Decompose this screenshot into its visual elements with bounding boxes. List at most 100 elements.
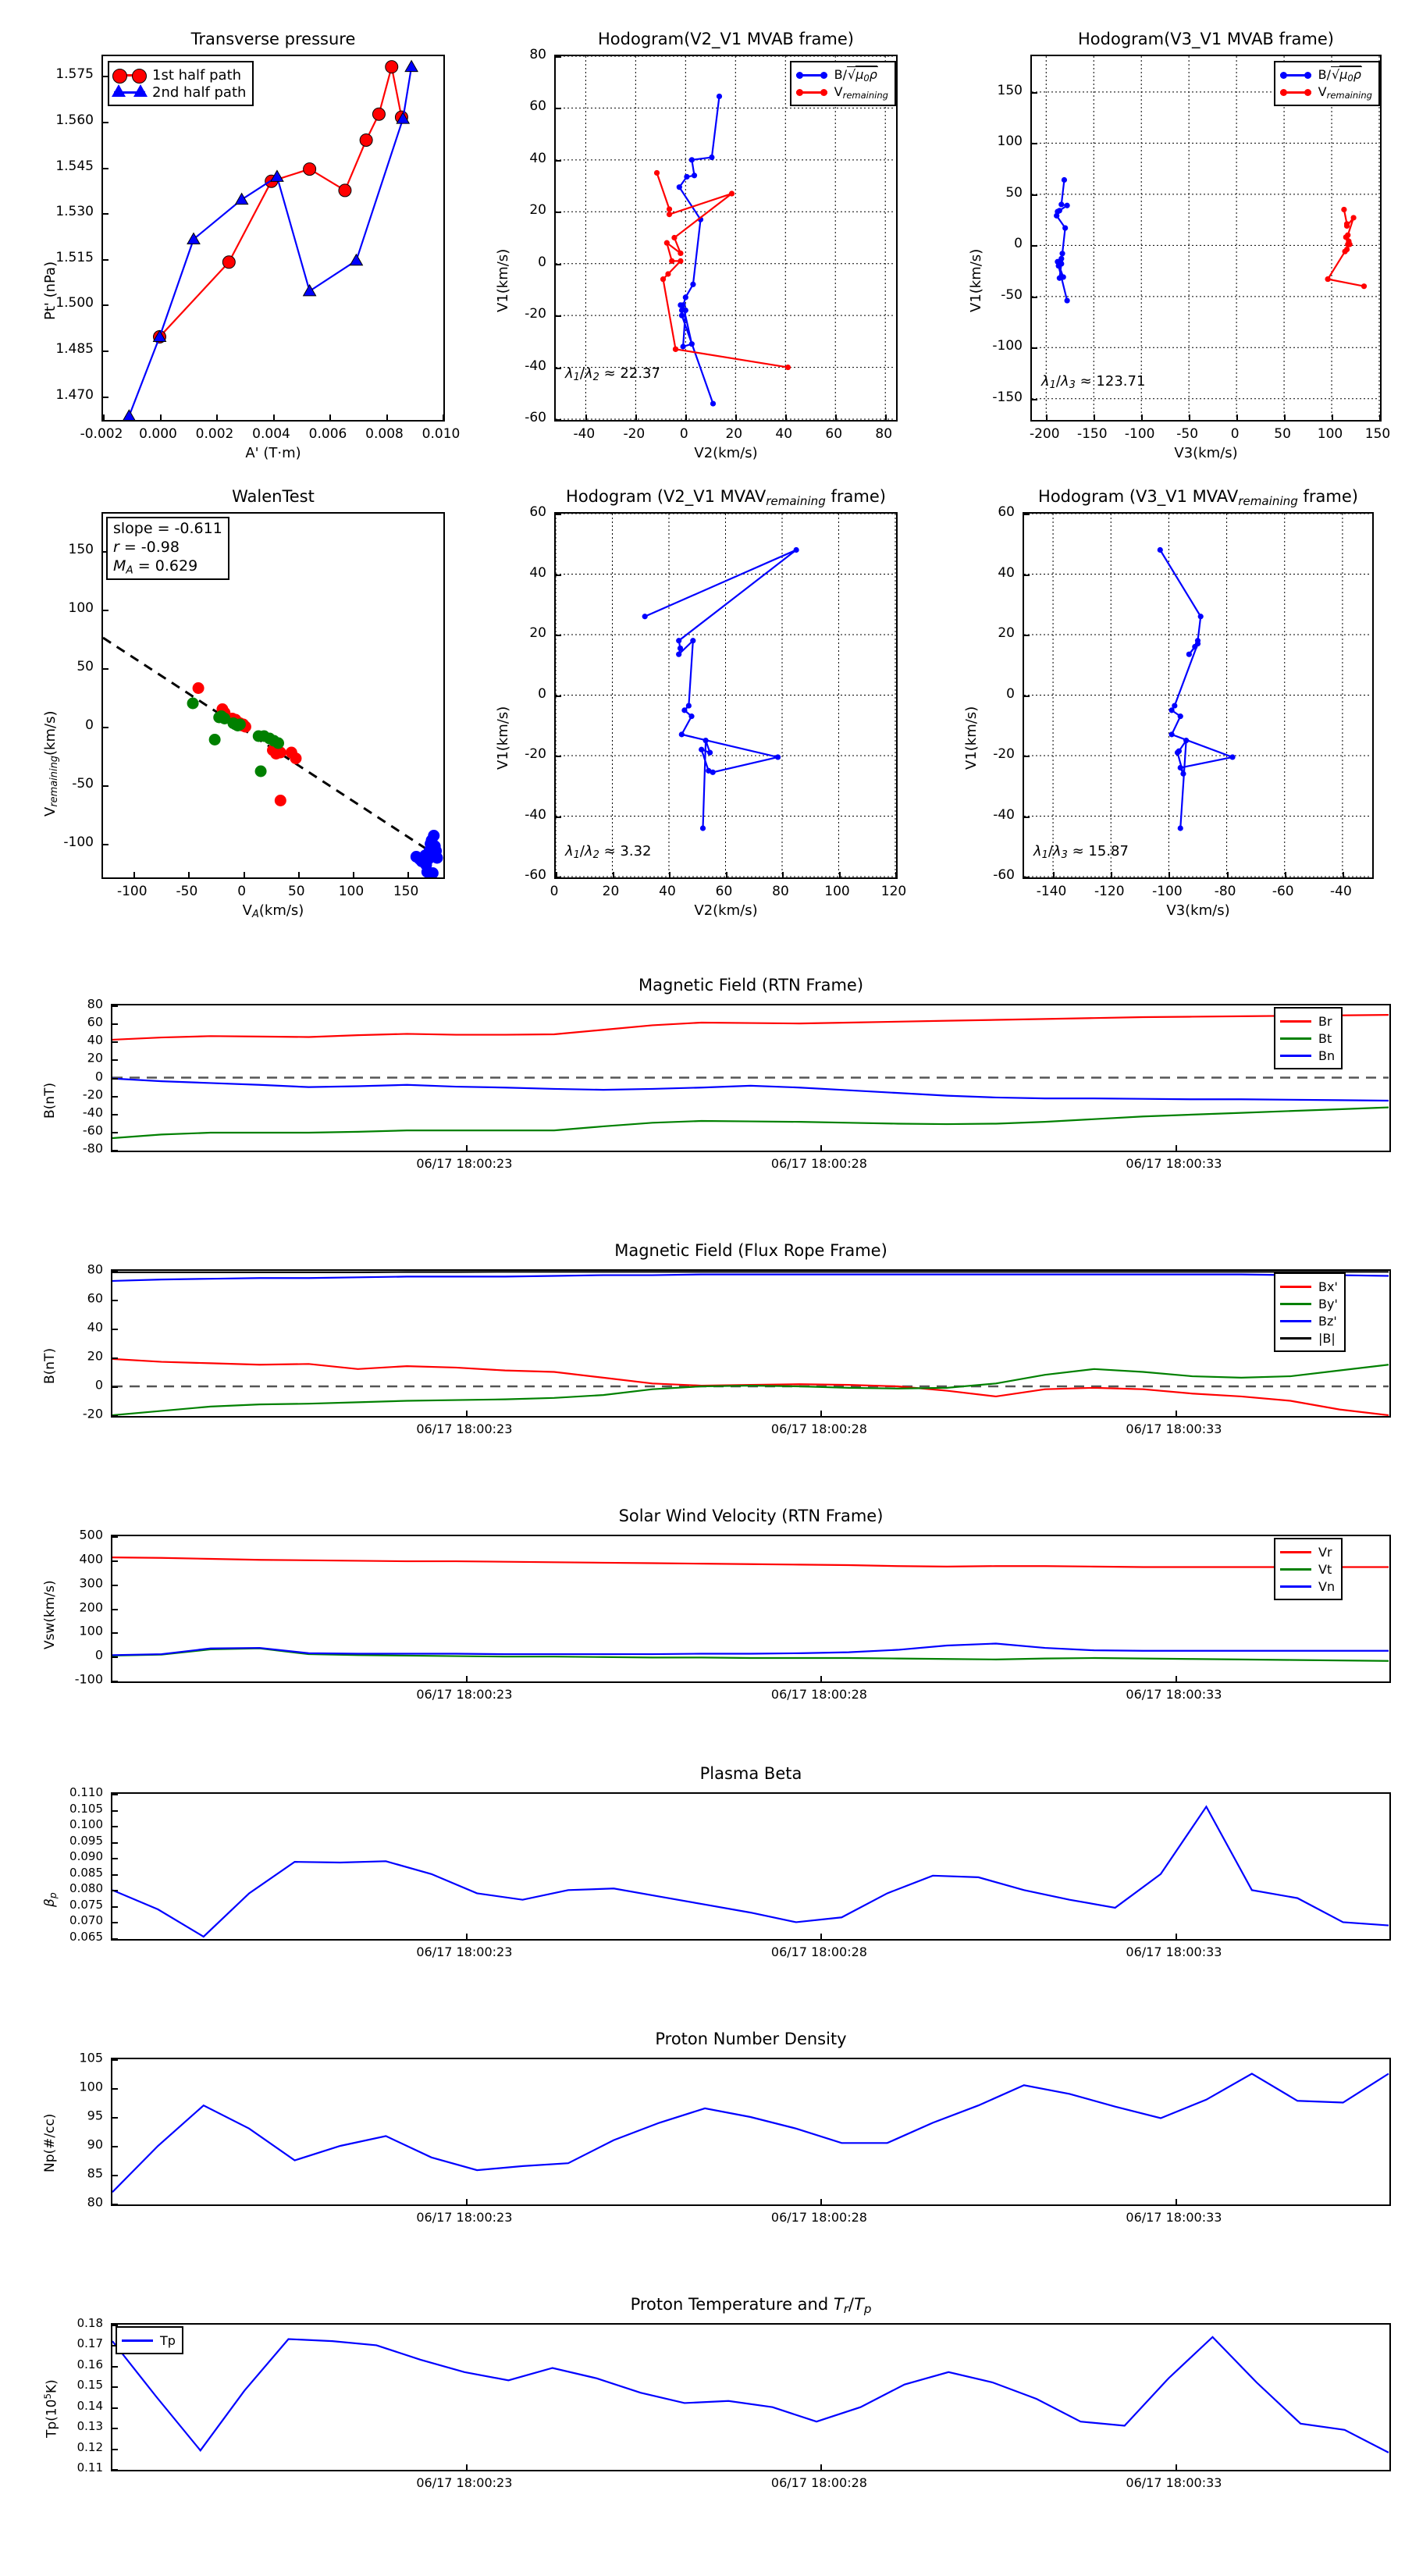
y-tick-label: -40 [993,806,1015,823]
y-tick-label: 0.110 [69,1785,103,1799]
y-axis-label: Vsw(km/s) [42,1580,58,1649]
x-tickmark [103,415,105,420]
eigenvalue-ratio-annotation: λ1/λ3 ≈ 15.87 [1033,843,1129,862]
x-tick-label: 20 [602,884,620,899]
panel-proton-temperature: Proton Temperature and Tr/Tp 0.11 0.12 0.13… [16,2284,1391,2510]
panel-title: Proton Number Density [655,2030,847,2048]
y-tick-label: 100 [79,2079,103,2094]
legend-row: Tp [122,2332,176,2349]
y-tick-label: -20 [525,306,546,322]
panel-magnetic-field-rtn: Magnetic Field (RTN Frame) -80 -60 -40 -20 0 2… [16,965,1391,1176]
y-tick-label: 0.065 [69,1930,103,1944]
y-tick-label: 80 [87,2194,103,2210]
y-tickmark [112,1584,118,1586]
y-tick-label: 500 [79,1527,103,1542]
y-tick-label: 150 [68,542,94,557]
legend-row: Vr [1280,1543,1335,1560]
y-tickmark [1024,877,1030,878]
x-tickmark [1168,872,1171,877]
legend-label: Vt [1318,1561,1332,1577]
x-tick-label: 0.010 [422,426,461,442]
y-tick-label: 0.12 [76,2439,103,2454]
y-tick-label: 0.105 [69,1801,103,1816]
x-tickmark [725,872,727,877]
x-tickmark [272,415,275,420]
legend-swatch-tp-icon [122,2339,153,2342]
y-tick-label: -100 [63,834,94,850]
y-tickmark [112,1608,118,1610]
y-tickmark [556,816,561,818]
y-tick-label: -40 [525,358,546,374]
x-tickmark [465,2464,468,2470]
y-tick-label: 1.470 [55,386,94,403]
x-tick-label: 0 [237,884,247,899]
y-tickmark [1032,296,1037,298]
y-tickmark [103,122,108,123]
y-tick-label: 50 [76,659,94,674]
legend-magnetic-field-flux-rope[interactable]: Bx' By' Bz' |B| [1274,1272,1346,1352]
x-tickmark [407,872,410,877]
panel-title: Hodogram(V2_V1 MVAB frame) [598,30,854,48]
plot-box [111,2058,1391,2206]
y-tickmark [556,695,561,697]
y-tick-label: -50 [72,776,94,792]
legend-transverse-pressure[interactable]: 1st half path 2nd half path [108,61,254,106]
y-tickmark [556,877,561,878]
legend-magnetic-field-rtn[interactable]: Br Bt Bn [1274,1007,1343,1069]
y-tickmark [112,1826,118,1828]
y-tick-label: -60 [525,410,546,425]
walen-stats-box: slope = -0.611 r = -0.98 MA = 0.629 [106,517,229,581]
y-tick-label: 0 [538,685,546,702]
x-tick-label: -0.002 [80,426,123,442]
y-tick-label: 100 [68,600,94,616]
x-tick-label: 40 [775,426,793,442]
y-tick-label: 50 [1005,184,1023,201]
legend-label: 2nd half path [152,84,247,101]
x-tickmark [835,415,838,420]
panel-title: Plasma Beta [699,1764,802,1783]
legend-solar-wind-velocity-rtn[interactable]: Vr Vt Vn [1274,1538,1343,1600]
y-tick-label: 1.515 [55,249,94,265]
walen-ma: MA = 0.629 [113,557,198,576]
y-tick-label: -50 [1001,286,1023,303]
legend-hodogram-v3v1-mvab[interactable]: B/√μ0ρ Vremaining [1273,61,1380,106]
legend-label: Vr [1318,1544,1332,1560]
y-tick-label: 90 [87,2137,103,2152]
y-tickmark [1024,756,1030,757]
x-tickmark [669,872,670,877]
y-tick-label: 40 [529,150,546,166]
y-tickmark [556,315,561,318]
x-tickmark [465,1145,468,1151]
x-tick-label: 06/17 18:00:23 [416,1156,513,1171]
x-tick-label: 06/17 18:00:28 [770,1944,867,1959]
y-tick-label: 20 [87,1348,103,1364]
y-tick-label: 60 [529,98,546,115]
x-tickmark [465,1676,468,1681]
legend-swatch-circle-icon [112,68,147,84]
panel-title: Hodogram(V3_V1 MVAB frame) [1078,30,1334,48]
x-tick-label: 0 [679,426,688,442]
x-axis-label: VA(km/s) [242,902,304,921]
y-tickmark [1024,514,1030,515]
legend-proton-temperature[interactable]: Tp [116,2326,183,2354]
legend-swatch-red-icon [795,88,827,96]
legend-swatch-by-icon [1280,1302,1311,1305]
y-tickmark [1024,816,1030,818]
x-tick-label: 150 [393,884,419,899]
legend-swatch-blue-icon [795,71,827,79]
y-tickmark [556,419,561,421]
x-tickmark [820,2199,823,2204]
y-tick-label: 1.485 [55,341,94,358]
legend-row: B/√μ0ρ [795,66,888,84]
x-tick-label: -50 [176,884,198,899]
y-tick-label: 0.14 [76,2398,103,2413]
x-tickmark [159,415,162,420]
plot-area [112,2325,1389,2470]
panel-title: Hodogram (V3_V1 MVAVremaining frame) [1038,487,1358,508]
y-tickmark [112,1809,118,1812]
legend-hodogram-v2v1-mvab[interactable]: B/√μ0ρ Vremaining [789,61,896,106]
y-tickmark [112,1890,118,1892]
legend-label-b-alfven: B/√μ0ρ [1318,66,1362,84]
x-tickmark [1236,415,1239,420]
legend-label: 1st half path [152,66,242,84]
